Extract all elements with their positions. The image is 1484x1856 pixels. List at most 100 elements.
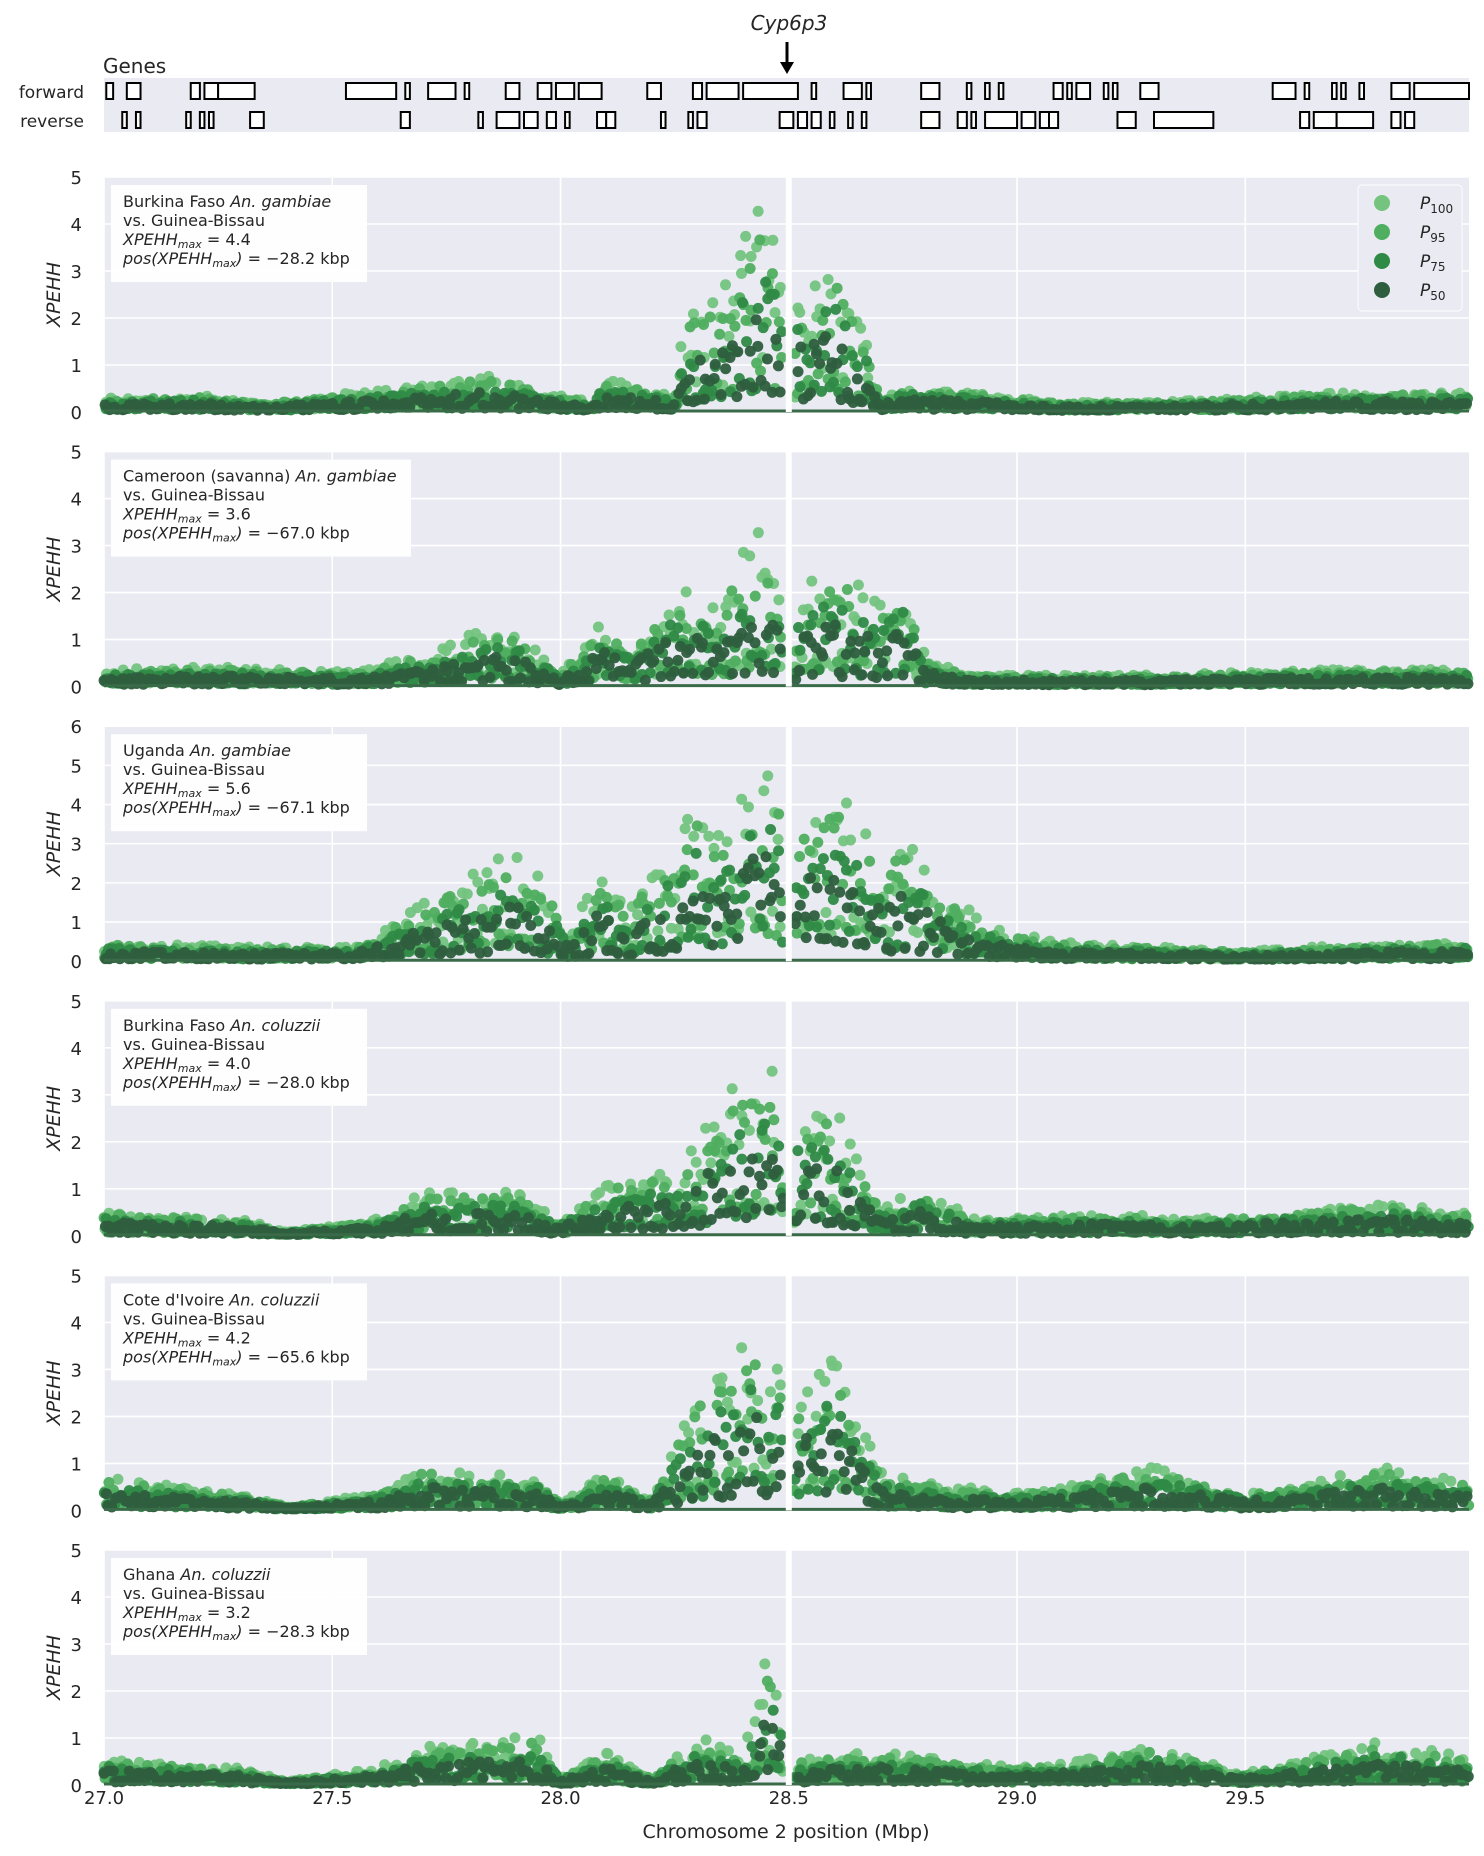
gene-reverse: [1390, 111, 1402, 129]
y-tick-label: 2: [71, 309, 82, 330]
data-point-p50: [739, 667, 751, 679]
data-point-p95: [506, 635, 518, 647]
data-point-p50: [854, 905, 866, 917]
y-tick-label: 5: [71, 756, 82, 777]
data-point-p75: [601, 901, 613, 913]
gene-forward: [742, 82, 799, 100]
info-pos-close: ): [235, 524, 242, 543]
data-point-p50: [849, 647, 861, 659]
data-point-p100: [679, 823, 691, 835]
data-point-p50: [660, 637, 672, 649]
y-tick-label: 4: [71, 490, 82, 511]
gene-forward: [691, 82, 704, 100]
data-point-p50: [519, 942, 531, 954]
data-point-p75: [744, 830, 756, 842]
data-point-p75: [804, 357, 816, 369]
data-point-p95: [653, 897, 665, 909]
data-point-p95: [897, 878, 909, 890]
gene-reverse: [860, 111, 868, 129]
gene-forward: [1340, 82, 1347, 100]
info-pos-stat: XPEHH: [157, 524, 213, 543]
data-point-p50: [581, 666, 593, 678]
data-point-p50: [876, 657, 888, 669]
data-point-p50: [648, 655, 660, 667]
data-point-p100: [809, 280, 821, 292]
data-point-p75: [703, 627, 715, 639]
data-point-p50: [750, 314, 762, 326]
y-axis-label: XPEHH: [43, 262, 65, 328]
data-point-p100: [752, 205, 764, 217]
data-point-p75: [846, 350, 858, 362]
data-point-p75: [773, 845, 785, 857]
gene-forward: [217, 82, 256, 100]
data-point-p50: [774, 643, 786, 655]
data-point-p75: [441, 908, 453, 920]
data-point-p50: [747, 853, 759, 865]
data-point-p50: [898, 637, 910, 649]
data-point-p75: [716, 938, 728, 950]
data-point-p50: [668, 665, 680, 677]
gene-reverse: [1335, 111, 1375, 129]
info-pos-sub: max: [212, 532, 236, 545]
data-point-p95: [613, 899, 625, 911]
gene-reverse: [956, 111, 968, 129]
info-pos-sub: max: [212, 257, 236, 270]
data-point-p50: [491, 913, 503, 925]
data-point-p50: [836, 671, 848, 683]
data-point-p95: [883, 883, 895, 895]
data-point-p50: [768, 667, 780, 679]
y-tick-label: 3: [71, 537, 82, 558]
info-population: Cameroon (savanna) An. gambiae: [123, 467, 397, 486]
data-point-p100: [773, 594, 785, 606]
data-point-p95: [485, 375, 497, 387]
data-point-p75: [768, 288, 780, 300]
gene-forward: [997, 82, 1005, 100]
strand-label-forward: forward: [19, 83, 84, 103]
data-point-p100: [592, 621, 604, 633]
gene-reverse: [134, 111, 142, 129]
y-tick-label: 1: [71, 913, 82, 934]
data-point-p50: [859, 645, 871, 657]
data-point-p50: [828, 874, 840, 886]
data-point-p50: [1462, 678, 1474, 690]
data-point-p75: [805, 619, 817, 631]
data-point-p75: [641, 903, 653, 915]
data-point-p100: [822, 273, 834, 285]
data-point-p50: [847, 887, 859, 899]
data-point-p95: [704, 311, 716, 323]
data-point-p75: [820, 306, 832, 318]
gene-forward: [1075, 82, 1092, 100]
data-point-p95: [740, 314, 752, 326]
data-point-p95: [535, 893, 547, 905]
gene-reverse: [1038, 111, 1050, 129]
gene-forward: [984, 82, 991, 100]
gene-forward: [189, 82, 201, 100]
data-point-p75: [824, 919, 836, 931]
data-point-p95: [617, 910, 629, 922]
gene-reverse: [920, 111, 941, 129]
data-point-p50: [774, 386, 786, 398]
data-point-p75: [685, 923, 697, 935]
data-point-p100: [735, 250, 747, 262]
data-point-p50: [715, 389, 727, 401]
gene-forward: [1271, 82, 1297, 100]
data-point-p50: [731, 908, 743, 920]
y-tick-label: 3: [71, 262, 82, 283]
data-point-p95: [721, 609, 733, 621]
data-point-p75: [887, 613, 899, 625]
data-point-p50: [672, 654, 684, 666]
data-point-p100: [840, 797, 852, 809]
info-comparison: vs. Guinea-Bissau: [123, 211, 265, 230]
data-point-p95: [714, 328, 726, 340]
info-max-stat: XPEHH: [122, 505, 178, 524]
gene-forward: [1052, 82, 1064, 100]
gene-reverse: [1153, 111, 1215, 129]
data-point-p95: [817, 314, 829, 326]
data-point-p100: [680, 586, 692, 598]
data-point-p50: [761, 353, 773, 365]
gene-forward: [125, 82, 142, 100]
gene-position-marker: [785, 177, 792, 412]
data-point-p50: [718, 647, 730, 659]
y-tick-label: 0: [71, 678, 82, 699]
gene-reverse: [796, 111, 809, 129]
